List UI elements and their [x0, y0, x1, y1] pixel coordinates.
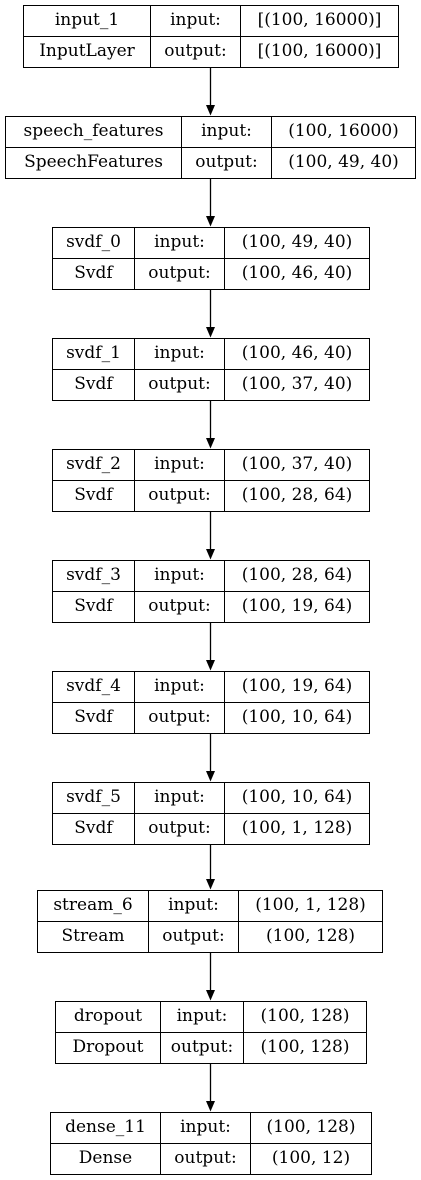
- layer-node-svdf-0: svdf_0 input: (100, 49, 40) Svdf output: (100…: [52, 227, 370, 290]
- output-shape: (100, 49, 40): [288, 152, 399, 173]
- layer-node-speech-features: speech_features input: (100, 16000) SpeechF…: [5, 116, 416, 179]
- output-shape: (100, 28, 64): [241, 485, 353, 506]
- edge-arrow: [206, 512, 215, 560]
- output-shape: (100, 19, 64): [241, 596, 353, 617]
- input-shape: (100, 1, 128): [239, 891, 382, 922]
- input-shape: (100, 128): [244, 1002, 366, 1033]
- layer-type: Svdf: [53, 258, 135, 289]
- input-shape: (100, 46, 40): [225, 339, 369, 370]
- layer-type: InputLayer: [24, 36, 151, 67]
- layer-name: svdf_5: [53, 783, 135, 814]
- output-label: output:: [135, 480, 225, 511]
- input-label: input:: [135, 339, 225, 370]
- edge-arrow: [206, 953, 215, 1001]
- edge-arrow: [206, 179, 215, 227]
- edge-arrow: [206, 845, 215, 890]
- layer-node-svdf-1: svdf_1 input: (100, 46, 40) Svdf output: (100…: [52, 338, 370, 401]
- output-label: output:: [182, 147, 272, 178]
- input-label: input:: [182, 117, 272, 148]
- layer-type: Svdf: [53, 480, 135, 511]
- layer-type: Svdf: [53, 591, 135, 622]
- output-shape: (100, 128): [260, 1037, 350, 1058]
- layer-type: Svdf: [53, 369, 135, 400]
- layer-node-dense-11: dense_11 input: (100, 128) Dense output: (100…: [50, 1112, 372, 1175]
- output-label: output:: [135, 591, 225, 622]
- input-shape: (100, 19, 64): [225, 672, 369, 703]
- output-label: output:: [135, 702, 225, 733]
- output-label: output:: [149, 921, 239, 952]
- layer-name: svdf_4: [53, 672, 135, 703]
- input-label: input:: [135, 672, 225, 703]
- output-shape: (100, 37, 40): [241, 374, 353, 395]
- output-shape: (100, 1, 128): [241, 818, 353, 839]
- edge-arrow: [206, 623, 215, 671]
- input-shape: (100, 16000): [272, 117, 415, 148]
- edge-arrow: [206, 734, 215, 782]
- output-shape: (100, 128): [266, 926, 355, 947]
- layer-name: stream_6: [38, 891, 149, 922]
- layer-name: svdf_1: [53, 339, 135, 370]
- layer-node-svdf-4: svdf_4 input: (100, 19, 64) Svdf output: (100…: [52, 671, 370, 734]
- input-label: input:: [149, 891, 239, 922]
- input-label: input:: [135, 561, 225, 592]
- input-shape: [(100, 16000)]: [241, 6, 398, 37]
- input-label: input:: [135, 783, 225, 814]
- input-label: input:: [161, 1002, 244, 1033]
- layer-node-stream-6: stream_6 input: (100, 1, 128) Stream output:…: [37, 890, 383, 953]
- input-shape: (100, 37, 40): [225, 450, 369, 481]
- output-label: output:: [135, 813, 225, 844]
- output-shape: (100, 12): [271, 1148, 351, 1169]
- input-shape: (100, 49, 40): [225, 228, 369, 259]
- layer-name: svdf_2: [53, 450, 135, 481]
- input-label: input:: [135, 228, 225, 259]
- layer-node-svdf-3: svdf_3 input: (100, 28, 64) Svdf output: (100…: [52, 560, 370, 623]
- output-shape: [(100, 16000)]: [257, 41, 382, 62]
- layer-name: input_1: [24, 6, 151, 37]
- output-label: output:: [161, 1032, 244, 1063]
- input-label: input:: [135, 450, 225, 481]
- edge-arrow: [206, 290, 215, 338]
- layer-type: Dense: [51, 1143, 161, 1174]
- output-label: output:: [151, 36, 241, 67]
- layer-type: Dropout: [56, 1032, 161, 1063]
- layer-name: svdf_3: [53, 561, 135, 592]
- output-label: output:: [161, 1143, 251, 1174]
- layer-name: dense_11: [51, 1113, 161, 1144]
- layer-node-input-1: input_1 input: [(100, 16000)] InputLayer out…: [23, 5, 399, 68]
- input-label: input:: [161, 1113, 251, 1144]
- input-label: input:: [151, 6, 241, 37]
- output-shape: (100, 46, 40): [241, 263, 353, 284]
- output-label: output:: [135, 258, 225, 289]
- layer-name: svdf_0: [53, 228, 135, 259]
- layer-name: dropout: [56, 1002, 161, 1033]
- layer-name: speech_features: [6, 117, 182, 148]
- input-shape: (100, 128): [251, 1113, 371, 1144]
- edge-arrow: [206, 401, 215, 449]
- input-shape: (100, 28, 64): [225, 561, 369, 592]
- edge-arrow: [206, 1064, 215, 1112]
- layer-type: Svdf: [53, 702, 135, 733]
- layer-node-dropout: dropout input: (100, 128) Dropout output: (10…: [55, 1001, 367, 1064]
- layer-type: Svdf: [53, 813, 135, 844]
- layer-node-svdf-5: svdf_5 input: (100, 10, 64) Svdf output: (100…: [52, 782, 370, 845]
- layer-node-svdf-2: svdf_2 input: (100, 37, 40) Svdf output: (100…: [52, 449, 370, 512]
- edge-arrow: [206, 68, 215, 116]
- output-label: output:: [135, 369, 225, 400]
- input-shape: (100, 10, 64): [225, 783, 369, 814]
- layer-type: SpeechFeatures: [6, 147, 182, 178]
- output-shape: (100, 10, 64): [241, 707, 353, 728]
- layer-type: Stream: [38, 921, 149, 952]
